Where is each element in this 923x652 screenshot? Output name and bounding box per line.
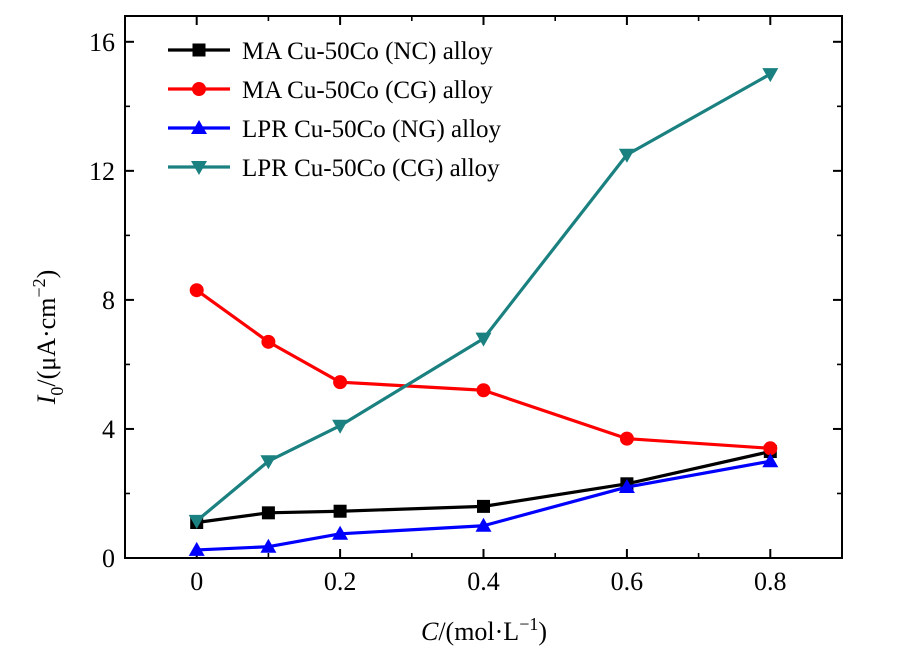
x-axis-close: )	[538, 617, 547, 646]
data-point	[763, 441, 778, 456]
series-4	[188, 68, 779, 529]
legend-marker	[192, 43, 206, 57]
data-point	[619, 431, 634, 446]
x-axis-title: C/(mol·L−1)	[421, 614, 547, 646]
series-2	[189, 283, 778, 456]
legend-item: LPR Cu-50Co (CG) alloy	[168, 155, 500, 182]
data-point	[188, 541, 205, 556]
data-point	[618, 148, 635, 163]
legend-marker	[192, 82, 206, 96]
legend-label: MA Cu-50Co (CG) alloy	[242, 77, 493, 104]
x-tick-label: 0.4	[467, 567, 500, 596]
series-line	[196, 449, 771, 525]
axes: 0 0.2 0.4 0.6 0.8 0 4 8 12 16	[89, 15, 843, 596]
data-point	[188, 514, 205, 529]
legend-label: MA Cu-50Co (NC) alloy	[242, 38, 493, 65]
series-line	[195, 288, 771, 450]
data-point	[260, 455, 277, 470]
data-point	[332, 525, 349, 540]
y-axis-title: I0/(μA·cm−2)	[29, 270, 67, 406]
data-point	[475, 517, 492, 532]
data-point	[333, 375, 348, 390]
x-tick-label: 0.8	[754, 567, 787, 596]
legend-marker	[191, 161, 207, 175]
data-point	[333, 504, 347, 518]
y-tick-label: 4	[102, 415, 115, 444]
y-tick-label: 0	[102, 544, 115, 573]
data-point	[261, 506, 275, 520]
series-line	[195, 72, 772, 523]
data-point	[476, 383, 491, 398]
legend: MA Cu-50Co (NC) alloy MA Cu-50Co (CG) all…	[168, 38, 502, 182]
y-axis-var: I	[32, 394, 61, 405]
x-axis-var: C	[421, 617, 439, 646]
legend-item: MA Cu-50Co (CG) alloy	[168, 77, 493, 104]
series-line	[196, 459, 771, 552]
legend-item: MA Cu-50Co (NC) alloy	[168, 38, 493, 65]
legend-label: LPR Cu-50Co (NG) alloy	[242, 116, 502, 143]
y-axis-unit: /(μA·cm	[32, 298, 61, 387]
data-point	[260, 538, 277, 553]
y-axis-sup: −2	[29, 278, 49, 297]
x-tick-label: 0.2	[324, 567, 357, 596]
data-point	[762, 453, 779, 468]
legend-marker	[191, 120, 207, 134]
y-axis-sub: 0	[47, 387, 67, 396]
y-tick-label: 8	[102, 286, 115, 315]
data-point	[618, 479, 635, 494]
series-3	[188, 453, 779, 556]
data-point	[762, 68, 779, 83]
legend-item: LPR Cu-50Co (NG) alloy	[168, 116, 502, 143]
data-point	[261, 334, 276, 349]
y-tick-label: 16	[89, 28, 115, 57]
legend-label: LPR Cu-50Co (CG) alloy	[242, 155, 500, 182]
x-axis-sup: −1	[519, 614, 538, 634]
x-tick-label: 0.6	[611, 567, 644, 596]
data-point	[475, 332, 492, 347]
data-point	[477, 499, 490, 513]
x-axis-unit: /(mol·L	[438, 617, 519, 646]
series-layer	[188, 68, 779, 556]
x-tick-label: 0	[190, 567, 203, 596]
y-axis-close: )	[32, 270, 61, 279]
y-tick-label: 12	[89, 157, 115, 186]
data-point	[189, 283, 204, 298]
data-point	[332, 419, 349, 434]
